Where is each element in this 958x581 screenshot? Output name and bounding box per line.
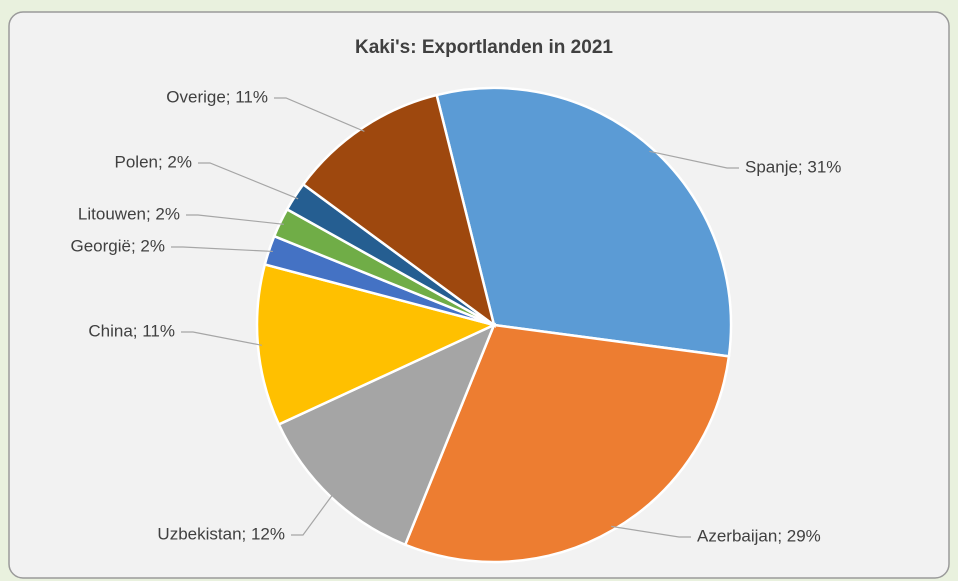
data-label: Azerbaijan; 29% (697, 526, 821, 545)
data-label: Overige; 11% (166, 87, 268, 106)
leader-line (198, 162, 299, 200)
pie-slice (301, 93, 497, 329)
pie-slice (403, 323, 731, 564)
pie-slice (435, 86, 733, 358)
data-label: Litouwen; 2% (78, 204, 180, 223)
leader-line (181, 331, 263, 346)
leader-line (291, 493, 334, 536)
leader-line (649, 150, 739, 169)
data-label: Uzbekistan; 12% (157, 524, 285, 543)
data-label: China; 11% (88, 321, 175, 340)
data-label: Polen; 2% (115, 152, 193, 171)
leader-line (186, 214, 284, 225)
leader-line (274, 97, 365, 132)
data-label: Georgië; 2% (71, 236, 166, 255)
data-label: Spanje; 31% (745, 157, 841, 176)
leader-line (611, 525, 691, 538)
chart-title: Kaki's: Exportlanden in 2021 (355, 37, 613, 58)
leader-line (171, 246, 273, 253)
pie-slice (255, 262, 498, 427)
